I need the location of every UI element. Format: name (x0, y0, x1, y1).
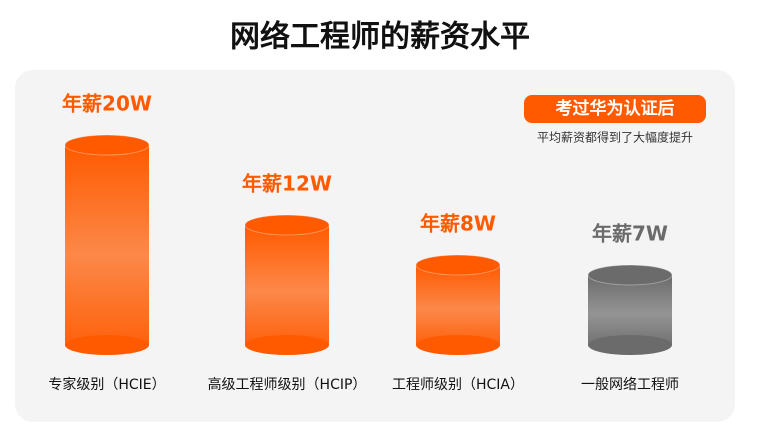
note: 平均薪资都得到了大幅度提升 (537, 130, 693, 145)
chart-title: 网络工程师的薪资水平 (230, 20, 530, 55)
bar (416, 265, 500, 345)
value-label: 年薪20W (62, 92, 152, 116)
value-label: 年薪8W (420, 212, 496, 236)
value-label: 年薪12W (242, 172, 332, 196)
cylinder-top (415, 254, 501, 276)
badge-text: 考过华为认证后 (555, 98, 675, 119)
x-tick-label: 高级工程师级别（HCIP） (208, 376, 367, 393)
bar (65, 145, 149, 345)
panel (15, 70, 735, 422)
cylinder-top (587, 264, 673, 286)
x-tick-label: 工程师级别（HCIA） (392, 377, 524, 393)
bar (245, 225, 329, 345)
cylinder-top (244, 214, 330, 236)
x-tick-label: 专家级别（HCIE） (48, 376, 165, 393)
badge (524, 95, 706, 123)
cylinder-top (64, 134, 150, 156)
bar (588, 275, 672, 345)
x-tick-label: 一般网络工程师 (581, 377, 679, 393)
value-label: 年薪7W (592, 222, 668, 246)
